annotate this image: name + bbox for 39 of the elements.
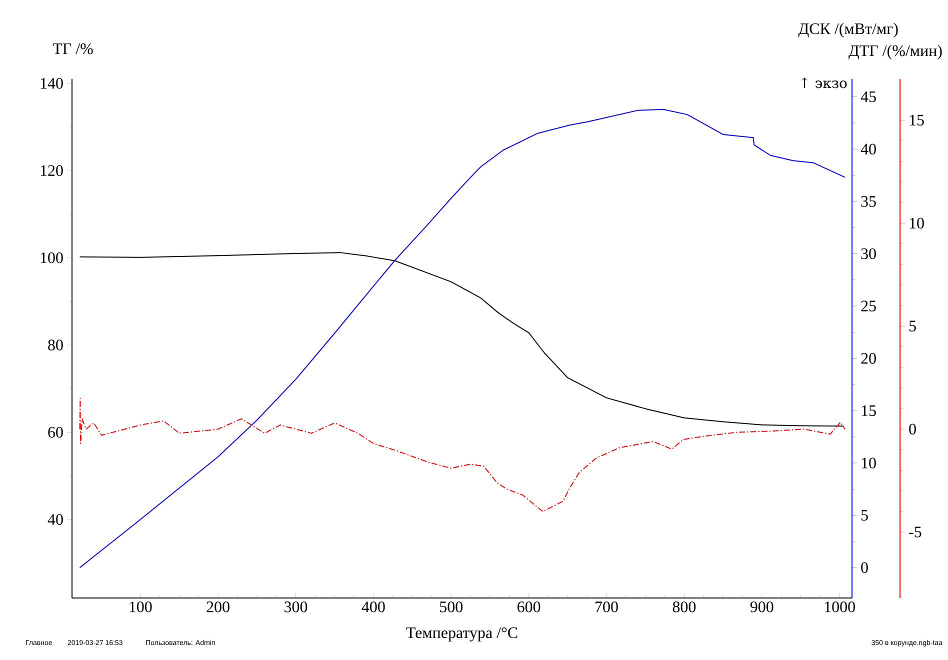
x-tick-label: 100	[130, 602, 152, 612]
y-tick-label: 40	[48, 514, 63, 525]
y2-tick-label: 30	[861, 248, 876, 260]
x-tick-label: 700	[596, 602, 618, 612]
x-tick-label: 400	[362, 602, 385, 612]
y2-axis-title: ДСК /(мВт/мг)	[798, 22, 898, 38]
y2-tick-label: 25	[861, 300, 876, 312]
x-tick-label: 600	[518, 602, 540, 612]
y2-tick-label: 5	[861, 510, 868, 521]
y2-tick-label: 40	[860, 144, 876, 154]
y2-tick-label: 45	[860, 91, 876, 102]
x-axis-title: Температура /°C	[406, 627, 518, 642]
y-tick-label: 80	[48, 340, 63, 350]
y-tick-label: 60	[48, 426, 63, 438]
x-tick-label: 900	[750, 602, 774, 612]
y3-tick-label: 5	[909, 320, 916, 332]
line-series	[79, 398, 846, 512]
line-series	[79, 252, 844, 427]
annotation: ↑ экзо	[802, 78, 847, 88]
y3-tick-label: 15	[910, 114, 924, 126]
x-tick-label: 500	[440, 602, 463, 612]
x-tick-label: 1000	[824, 602, 855, 612]
y3-tick-label: 10	[910, 218, 924, 229]
x-tick-label: 200	[206, 602, 230, 612]
y-tick-label: 120	[40, 165, 63, 176]
y3-tick-label: 0	[909, 424, 916, 434]
y2-tick-label: 15	[862, 405, 876, 416]
x-tick-label: 800	[672, 602, 696, 612]
y2-tick-label: 35	[861, 196, 876, 207]
y3-tick-label: -5	[909, 526, 922, 538]
line-series	[79, 108, 846, 568]
y3-axis-title: ДТГ /(%/мин)	[848, 44, 942, 60]
y2-tick-label: 10	[862, 458, 876, 468]
y2-tick-label: 0	[861, 562, 868, 574]
y-axis-title: ТГ /%	[52, 43, 93, 54]
y-tick-label: 140	[40, 78, 63, 89]
y-tick-label: 100	[40, 252, 63, 264]
x-tick-label: 300	[284, 602, 308, 612]
y2-tick-label: 20	[861, 352, 876, 364]
